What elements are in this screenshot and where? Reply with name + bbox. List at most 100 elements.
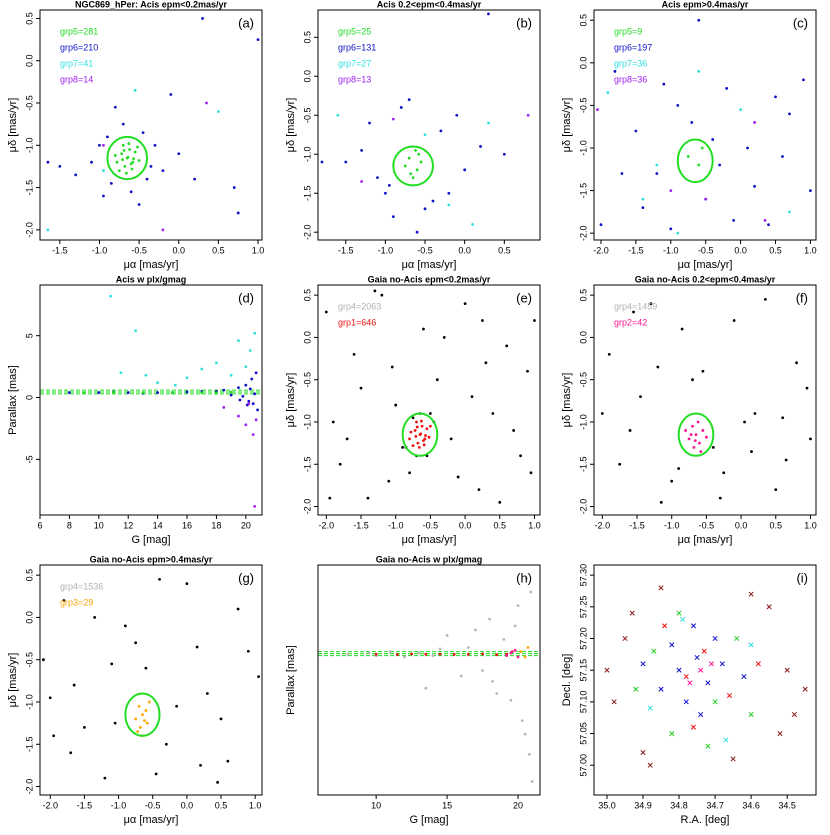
point [748, 591, 754, 597]
point [784, 458, 788, 462]
legend-entry: grp5=281 [60, 26, 98, 36]
point [414, 148, 417, 152]
point [525, 577, 528, 580]
point [199, 764, 202, 767]
point [802, 686, 808, 692]
point [164, 742, 168, 746]
point [229, 390, 233, 394]
point [463, 168, 467, 172]
point [137, 159, 141, 162]
point [120, 152, 124, 156]
point [670, 479, 674, 483]
point [419, 432, 423, 436]
x-tick-label: 35.0 [598, 800, 616, 810]
point [121, 158, 124, 162]
point [424, 652, 428, 656]
point [93, 616, 97, 619]
point [410, 652, 414, 656]
y-tick-label: 5 [24, 333, 34, 338]
point [607, 352, 611, 356]
y-tick-label: 57.15 [578, 659, 588, 682]
x-tick-label: 34.7 [706, 800, 724, 810]
point [420, 424, 424, 428]
point [125, 171, 128, 175]
point [127, 142, 131, 146]
point [686, 155, 690, 158]
point [134, 717, 138, 721]
point [669, 227, 673, 231]
point [411, 416, 415, 420]
point [711, 138, 715, 141]
y-tick-label: -1.0 [24, 138, 34, 154]
point [698, 667, 704, 673]
point [774, 95, 777, 99]
selection-circle [392, 145, 434, 187]
point [254, 418, 258, 422]
point [219, 717, 223, 721]
point [128, 148, 131, 151]
x-tick-label: -1.0 [111, 800, 127, 810]
x-tick-label: -0.5 [145, 800, 161, 810]
x-tick-label: -1.5 [77, 800, 93, 810]
point [394, 403, 398, 407]
point [479, 145, 482, 148]
point [698, 441, 701, 445]
x-tick-label: -1.5 [353, 520, 369, 530]
point [175, 704, 179, 708]
point [74, 173, 78, 177]
point [705, 680, 711, 686]
panel-title: Acis epm>0.4mas/yr [662, 0, 749, 9]
x-tick-label: 0.0 [181, 800, 194, 810]
y-tick-label: -0.5 [302, 107, 312, 123]
x-tick-label: 0.0 [459, 520, 472, 530]
x-tick-label: 16 [182, 520, 192, 530]
point [725, 86, 729, 90]
point [115, 160, 119, 164]
point [487, 121, 490, 125]
point [691, 378, 694, 382]
x-tick-label: -1.0 [92, 245, 108, 255]
point [137, 704, 141, 708]
point [247, 402, 251, 406]
point [201, 17, 204, 20]
point [380, 293, 384, 297]
y-tick-label: 0.0 [302, 70, 312, 83]
legend-entry: grp6=197 [614, 42, 652, 52]
x-tick-label: 0.0 [735, 520, 748, 530]
point [134, 329, 137, 333]
y-tick-label: -1.0 [578, 140, 588, 156]
point [690, 724, 697, 730]
point [491, 412, 495, 415]
panel: -2.0 -1.5 -1.0 -0.5 0.0 0.5 1.0 0.5 0.0 -0.5 -1.0 -… [285, 274, 541, 546]
y-tick-label: -2.0 [24, 779, 34, 795]
point [726, 692, 733, 699]
point [596, 108, 599, 112]
plot-area [604, 585, 808, 768]
y-tick-label: 57.10 [578, 691, 588, 714]
point [683, 673, 689, 680]
point [48, 696, 52, 700]
point [205, 101, 208, 105]
y-axis-label: Parallax [mas] [285, 645, 297, 715]
point [109, 181, 113, 185]
x-axis-label: μα [mas/yr] [678, 534, 733, 546]
panel-title: Acis w plx/gmag [116, 274, 187, 284]
y-tick-label: -1.0 [24, 694, 34, 710]
point [141, 131, 145, 135]
point [697, 163, 701, 167]
point [102, 169, 105, 173]
x-tick-label: -1.0 [664, 520, 680, 530]
y-axis-label: μδ [mas/yr] [561, 98, 573, 153]
panel-label: (i) [796, 570, 808, 585]
x-tick-label: 14 [153, 520, 163, 530]
point [396, 653, 399, 656]
x-tick-label: -2.0 [595, 520, 611, 530]
point [46, 228, 50, 232]
point [105, 135, 109, 139]
point [82, 391, 86, 394]
point [414, 434, 418, 438]
point [529, 471, 533, 475]
point [795, 361, 798, 365]
point [387, 184, 391, 187]
point [753, 184, 756, 188]
